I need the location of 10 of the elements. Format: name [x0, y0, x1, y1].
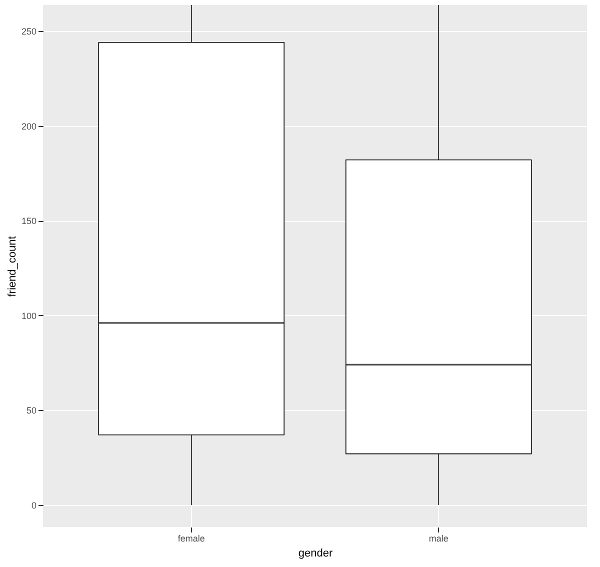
- y-tick-label: 0: [31, 500, 36, 511]
- y-tick-label: 200: [21, 121, 36, 132]
- x-axis-title: gender: [298, 548, 333, 560]
- y-axis-title: friend_count: [6, 236, 18, 297]
- y-tick-label: 100: [21, 310, 36, 321]
- y-tick-label: 50: [26, 406, 36, 416]
- y-tick-label: 150: [21, 216, 36, 226]
- x-tick-label: male: [428, 534, 448, 544]
- x-tick-label: female: [178, 534, 205, 544]
- y-tick-label: 250: [21, 26, 36, 36]
